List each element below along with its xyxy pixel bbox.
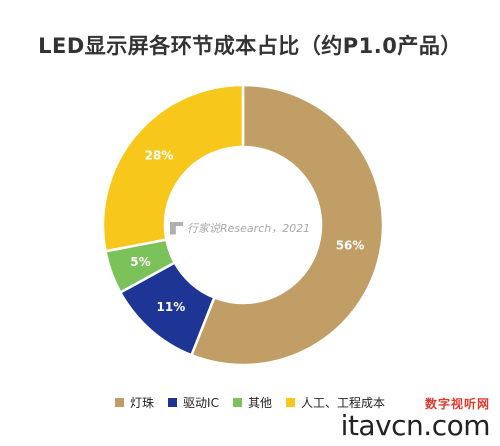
legend-swatch-3 bbox=[285, 398, 295, 407]
chart-title: LED显示屏各环节成本占比（约P1.0产品） bbox=[38, 34, 462, 58]
legend-label-2: 其他 bbox=[247, 396, 272, 410]
legend-item-1: 驱动IC bbox=[168, 394, 219, 411]
legend-label-1: 驱动IC bbox=[183, 396, 219, 410]
brand-logo-text: itavcn.com bbox=[340, 409, 491, 442]
watermark-logo-icon bbox=[170, 221, 183, 235]
legend-swatch-2 bbox=[232, 398, 242, 407]
legend-item-2: 其他 bbox=[232, 394, 272, 411]
legend-label-3: 人工、工程成本 bbox=[300, 396, 385, 410]
brand-tagline: 数字视听网 bbox=[424, 397, 490, 411]
slice-0 bbox=[189, 83, 385, 367]
site-brand: 数字视听网 itavcn.com bbox=[340, 395, 491, 442]
legend-item-3: 人工、工程成本 bbox=[285, 394, 385, 411]
slice-label-3: 28% bbox=[145, 149, 174, 163]
slice-label-1: 11% bbox=[157, 300, 186, 314]
legend-swatch-1 bbox=[168, 398, 178, 407]
slice-label-0: 56% bbox=[336, 238, 365, 252]
chart-legend: 灯珠 驱动IC 其他 人工、工程成本 bbox=[0, 394, 500, 411]
watermark: 行家说Research，2021 bbox=[170, 220, 310, 236]
slice-3 bbox=[101, 83, 245, 253]
legend-item-0: 灯珠 bbox=[115, 394, 154, 411]
legend-label-0: 灯珠 bbox=[130, 396, 155, 410]
watermark-text: 行家说Research，2021 bbox=[187, 222, 311, 235]
legend-swatch-0 bbox=[115, 398, 125, 407]
slice-label-2: 5% bbox=[130, 255, 150, 269]
